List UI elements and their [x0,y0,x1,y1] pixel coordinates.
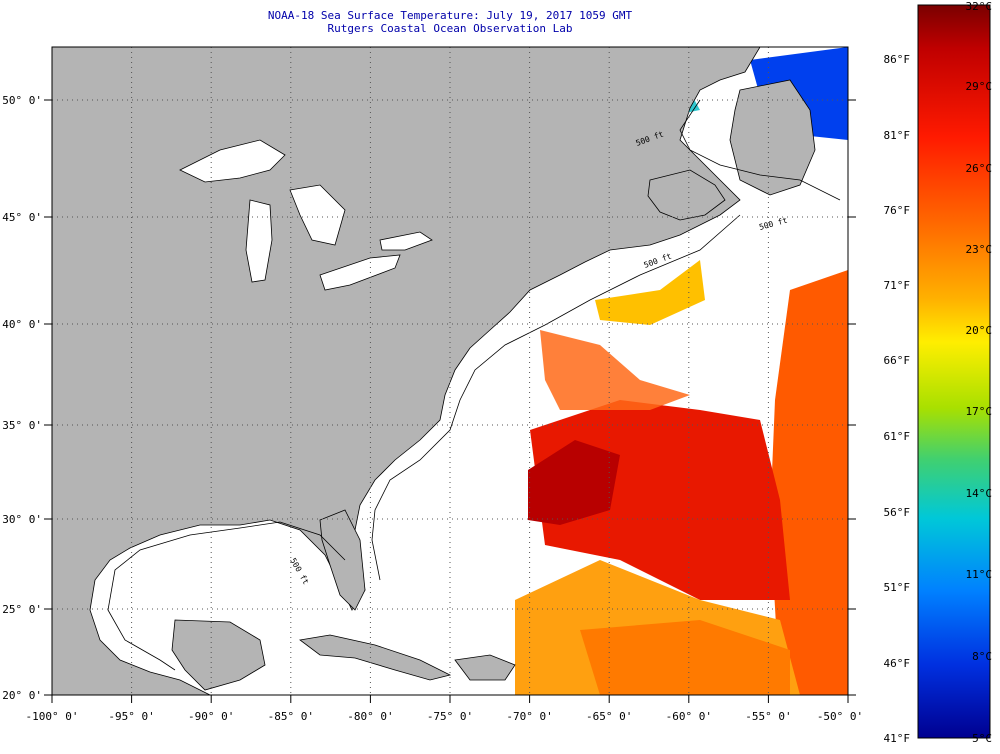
lon-label: -65° 0' [586,710,632,723]
lat-label: 40° 0' [2,318,42,331]
lon-label: -55° 0' [745,710,791,723]
lon-label: -95° 0' [108,710,154,723]
map-subtitle: Rutgers Coastal Ocean Observation Lab [327,22,573,35]
colorbar-f-label: 56°F [884,506,911,519]
sst-data-layer [515,47,848,695]
lake-superior [179,139,286,183]
lat-label: 25° 0' [2,603,42,616]
lat-label: 50° 0' [2,94,42,107]
lon-label: -50° 0' [817,710,863,723]
sst-patch-scatter-north [540,330,690,410]
colorbar-f-label: 46°F [884,657,911,670]
colorbar-c-label: 5°C [972,732,992,745]
colorbar-c-label: 23°C [966,243,993,256]
lake-huron [289,184,346,246]
isobath-lines [107,99,841,671]
colorbar-c-label: 8°C [972,650,992,663]
sst-patch-east-band [770,270,848,695]
lon-label: -85° 0' [268,710,314,723]
latitude-labels: 50° 0' 45° 0' 40° 0' 35° 0' 30° 0' 25° 0… [2,94,42,702]
sst-patch-shelf-north [595,260,705,325]
land-cuba [299,634,452,681]
colorbar-fahrenheit-labels: 86°F 81°F 76°F 71°F 66°F 61°F 56°F 51°F … [884,53,911,745]
lat-label: 20° 0' [2,689,42,702]
latitude-axis [44,99,856,696]
great-lakes [179,139,433,291]
colorbar-f-label: 41°F [884,732,911,745]
lon-label: -90° 0' [188,710,234,723]
colorbar-f-label: 86°F [884,53,911,66]
colorbar-f-label: 51°F [884,581,911,594]
lat-label: 45° 0' [2,211,42,224]
colorbar-celsius-labels: 32°C 29°C 26°C 23°C 20°C 17°C 14°C 11°C … [966,0,993,745]
colorbar-c-label: 32°C [966,0,993,13]
lake-michigan [245,199,273,283]
colorbar-f-label: 61°F [884,430,911,443]
map-content [52,47,848,695]
lon-label: -70° 0' [506,710,552,723]
longitude-labels: -100° 0' -95° 0' -90° 0' -85° 0' -80° 0'… [26,710,864,723]
lat-label: 35° 0' [2,419,42,432]
lat-label: 30° 0' [2,513,42,526]
longitude-axis [51,695,849,703]
colorbar-c-label: 14°C [966,487,993,500]
lon-label: -80° 0' [347,710,393,723]
colorbar-f-label: 76°F [884,204,911,217]
colorbar-c-label: 26°C [966,162,993,175]
colorbar-c-label: 29°C [966,80,993,93]
land-florida [319,509,366,611]
graticule [52,47,848,695]
colorbar-f-label: 71°F [884,279,911,292]
land-north-america [52,47,761,695]
map-title: NOAA-18 Sea Surface Temperature: July 19… [267,9,633,22]
colorbar-c-label: 17°C [966,405,993,418]
lon-label: -75° 0' [427,710,473,723]
lon-label: -60° 0' [666,710,712,723]
isobath-east-coast [371,214,741,581]
land-nova-scotia [647,169,726,221]
sst-patch-south-core [580,620,790,695]
colorbar-c-label: 20°C [966,324,993,337]
isobath-st-lawrence [679,99,841,201]
colorbar-c-label: 11°C [966,568,993,581]
land-hispaniola [454,654,516,681]
colorbar-f-label: 66°F [884,354,911,367]
land-layer [52,47,816,695]
land-newfoundland [729,79,816,196]
sst-patch-gulf-stream-core [528,440,620,525]
land-yucatan [171,619,266,691]
colorbar [917,4,991,739]
isobath-gulf [107,521,346,671]
lon-label: -100° 0' [26,710,79,723]
colorbar-f-label: 81°F [884,129,911,142]
lake-ontario [379,231,433,251]
